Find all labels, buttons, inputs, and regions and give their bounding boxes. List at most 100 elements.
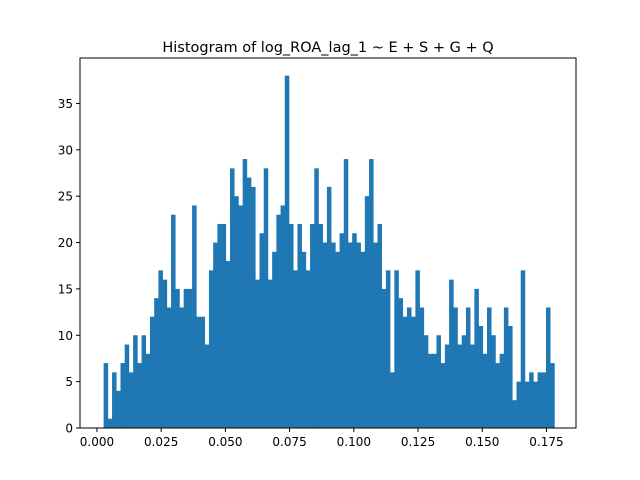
x-tick-label: 0.075: [272, 435, 306, 449]
histogram-bar: [503, 307, 509, 428]
histogram-bar: [267, 279, 273, 428]
histogram-bar: [512, 400, 517, 428]
bars-group: [103, 75, 555, 428]
histogram-bar: [461, 335, 467, 428]
histogram-bar: [524, 381, 530, 428]
y-tick-label: 30: [58, 143, 73, 157]
histogram-bar: [545, 307, 551, 428]
histogram-bar: [208, 270, 214, 428]
histogram-bar: [225, 261, 231, 428]
histogram-bar: [516, 381, 522, 428]
histogram-bar: [520, 270, 526, 428]
histogram-bar: [411, 316, 416, 428]
histogram-bar: [419, 307, 425, 428]
histogram-bar: [310, 223, 315, 428]
histogram-bar: [529, 372, 534, 428]
histogram-bar: [326, 186, 332, 428]
y-tick-label: 35: [58, 97, 73, 111]
histogram-bar: [221, 223, 227, 428]
histogram-bar: [145, 353, 151, 428]
y-axis-ticks: 0 5 10 15 20 25 30 35: [58, 97, 80, 436]
histogram-bar: [213, 242, 218, 428]
histogram-bar: [246, 177, 252, 428]
histogram-bar: [360, 251, 366, 428]
histogram-bar: [141, 335, 147, 428]
histogram-bar: [116, 390, 121, 428]
histogram-bar: [444, 344, 450, 428]
x-tick-label: 0.050: [208, 435, 242, 449]
histogram-bar: [449, 279, 454, 428]
plot-frame: [79, 57, 577, 429]
x-tick-label: 0.150: [465, 435, 499, 449]
histogram-bar: [171, 214, 176, 428]
y-tick-label: 15: [58, 282, 73, 296]
histogram-bar: [293, 270, 298, 428]
x-tick-label: 0.125: [401, 435, 435, 449]
histogram-bar: [183, 288, 189, 428]
histogram-bar: [398, 298, 404, 428]
histogram-bar: [112, 372, 117, 428]
histogram-bar: [495, 363, 500, 428]
histogram-bar: [276, 214, 281, 428]
x-axis-ticks: 0.000 0.025 0.050 0.075 0.100 0.125 0.150 0.175: [80, 428, 564, 449]
histogram-bar: [284, 75, 290, 428]
histogram-bar: [470, 344, 475, 428]
y-tick-label: 10: [58, 329, 73, 343]
histogram-bar: [149, 316, 155, 428]
histogram-bar: [251, 186, 256, 428]
histogram-bar: [166, 307, 172, 428]
x-tick-label: 0.100: [337, 435, 371, 449]
histogram-bar: [385, 270, 391, 428]
histogram-bar: [217, 223, 222, 428]
histogram-bar: [280, 205, 286, 428]
histogram-bar: [128, 372, 134, 428]
histogram-bar: [482, 353, 488, 428]
x-tick-label: 0.175: [529, 435, 563, 449]
histogram-bar: [289, 223, 294, 428]
histogram-bar: [487, 307, 492, 428]
histogram-bar: [347, 242, 353, 428]
histogram-bar: [263, 168, 269, 428]
histogram-bar: [343, 159, 349, 428]
histogram-bar: [432, 353, 437, 428]
histogram-bar: [339, 233, 345, 428]
histogram-bar: [200, 316, 206, 428]
histogram-bar: [465, 307, 471, 428]
histogram-bar: [133, 335, 138, 428]
histogram-bar: [550, 363, 555, 428]
histogram-bar: [272, 251, 277, 428]
histogram-bar: [120, 363, 125, 428]
histogram-bar: [394, 270, 399, 428]
histogram-bar: [255, 279, 260, 428]
histogram-bar: [541, 372, 547, 428]
histogram-bar: [331, 242, 336, 428]
histogram-bar: [474, 288, 479, 428]
x-tick-label: 0.025: [144, 435, 178, 449]
histogram-bar: [377, 223, 382, 428]
histogram-bar: [369, 159, 374, 428]
histogram-bar: [406, 307, 412, 428]
histogram-bar: [318, 223, 324, 428]
histogram-bar: [440, 363, 446, 428]
histogram-bar: [162, 279, 168, 428]
histogram-bar: [107, 418, 113, 428]
histogram-bar: [259, 233, 265, 428]
y-tick-label: 25: [58, 190, 73, 204]
histogram-bar: [381, 288, 387, 428]
histogram-bar: [238, 205, 243, 428]
histogram-bar: [305, 270, 311, 428]
histogram-bar: [204, 344, 210, 428]
histogram-bar: [415, 270, 420, 428]
chart-title: Histogram of log_ROA_lag_1 ~ E + S + G +…: [162, 40, 493, 56]
histogram-bar: [234, 196, 239, 428]
x-tick-label: 0.000: [80, 435, 114, 449]
histogram-bar: [352, 233, 357, 428]
histogram-bar: [373, 242, 378, 428]
y-tick-label: 5: [65, 375, 73, 389]
histogram-bar: [533, 381, 538, 428]
histogram-bar: [390, 372, 395, 428]
histogram-bar: [124, 344, 130, 428]
histogram-bar: [137, 363, 142, 428]
histogram-bar: [537, 372, 543, 428]
